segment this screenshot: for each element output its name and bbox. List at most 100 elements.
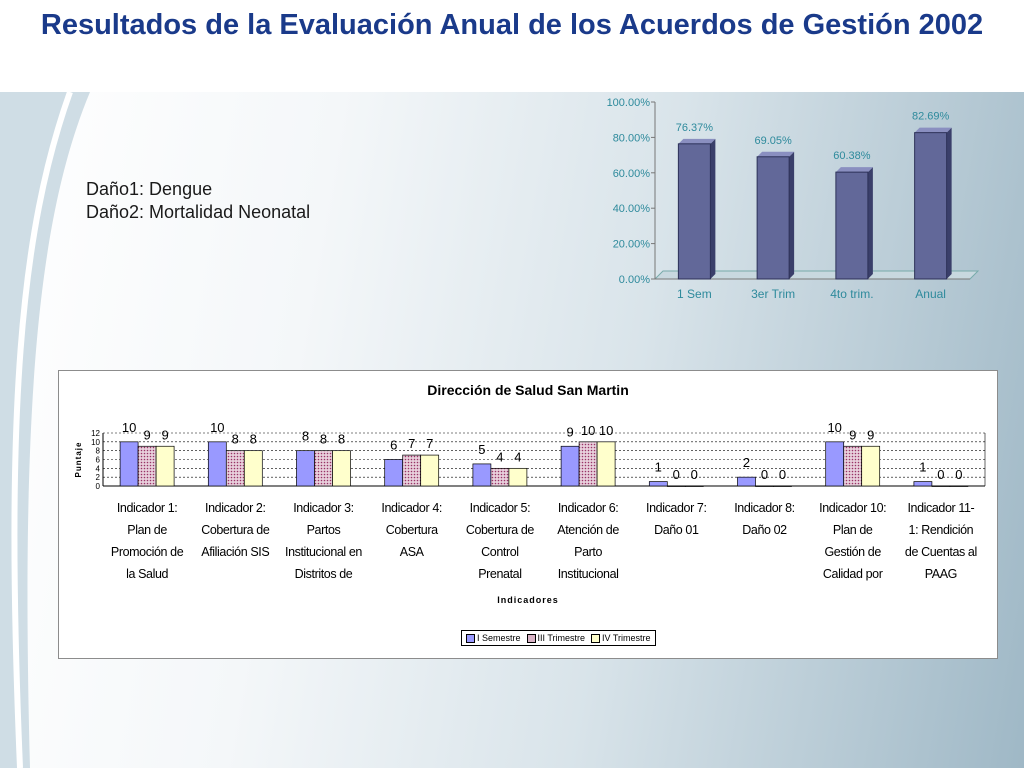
bar-2 xyxy=(843,445,863,487)
note-dengue: Daño1: Dengue xyxy=(86,179,213,199)
chart-title: Dirección de Salud San Martin xyxy=(427,382,629,398)
data-label: 10 xyxy=(122,420,136,435)
y-axis-title: Puntaje xyxy=(74,442,83,478)
bar-2 xyxy=(578,441,598,487)
summary-bar-chart: 0.00% 20.00% 40.00% 60.00% 80.00% 100.00% 76.3… xyxy=(607,97,980,301)
x-tick-label: 4to trim. xyxy=(830,287,873,301)
data-label: 76.37% xyxy=(676,122,714,134)
bar-side xyxy=(867,167,873,279)
x-tick-label: Partos xyxy=(307,523,341,537)
bar-1 xyxy=(648,481,668,487)
bar-side xyxy=(710,138,716,279)
x-tick-label: Afiliación SIS xyxy=(201,545,269,559)
x-tick-label: Plan de xyxy=(833,523,873,537)
data-label: 1 xyxy=(655,460,662,475)
legend-item-3: IV Trimestre xyxy=(591,633,651,643)
y-tick-label: 20.00% xyxy=(613,239,651,251)
x-tick-label: Indicador 6: xyxy=(558,501,619,515)
bar-1 xyxy=(737,476,756,487)
x-tick-label: 1 Sem xyxy=(677,287,712,301)
bar-3 xyxy=(420,454,440,487)
x-tick-label: Indicador 10: xyxy=(819,501,886,515)
y-tick-label: 10 xyxy=(91,438,100,447)
y-tick-label: 60.00% xyxy=(613,168,651,180)
x-tick-label: Indicador 5: xyxy=(470,501,531,515)
bar-side xyxy=(946,127,952,279)
bar-2 xyxy=(755,485,774,487)
data-label: 0 xyxy=(937,467,944,482)
x-tick-label: Indicador 3: xyxy=(293,501,354,515)
x-tick-label: Indicador 2: xyxy=(205,501,266,515)
x-tick-label: Cobertura de xyxy=(201,523,270,537)
bar-top xyxy=(757,151,795,157)
bar-1 xyxy=(119,441,139,487)
x-tick-label: 3er Trim xyxy=(751,287,795,301)
x-tick-label: 1: Rendición xyxy=(909,523,974,537)
bar-side xyxy=(789,151,795,279)
x-tick-label: ASA xyxy=(400,545,425,559)
y-tick-label: 40.00% xyxy=(613,203,651,215)
data-label: 0 xyxy=(673,467,680,482)
legend-swatch-2 xyxy=(526,633,536,643)
bar xyxy=(914,132,948,280)
x-tick-label: Promoción de xyxy=(111,545,184,559)
x-tick-label: Distritos de xyxy=(295,567,353,581)
data-label: 0 xyxy=(779,467,786,482)
x-tick-label: Calidad por xyxy=(823,567,883,581)
data-label: 7 xyxy=(426,436,433,451)
x-axis-title: Indicadores xyxy=(497,595,559,605)
data-label: 9 xyxy=(566,424,573,439)
y-tick-label: 4 xyxy=(96,464,101,473)
x-tick-label: Cobertura de xyxy=(466,523,535,537)
note-mortalidad: Daño2: Mortalidad Neonatal xyxy=(86,202,311,222)
y-tick-label: 0.00% xyxy=(619,274,650,286)
legend-label-1: I Semestre xyxy=(477,633,521,643)
bar-top xyxy=(914,127,952,133)
y-tick-label: 8 xyxy=(96,447,101,456)
bar-2 xyxy=(314,450,333,487)
data-label: 4 xyxy=(496,449,503,464)
x-tick-label: Gestión de xyxy=(824,545,881,559)
bar-2 xyxy=(225,450,245,487)
legend-label-3: IV Trimestre xyxy=(602,633,651,643)
data-label: 0 xyxy=(761,467,768,482)
indicator-chart-panel: Dirección de Salud San Martin Puntaje Indi… xyxy=(58,370,998,659)
x-tick-label: Indicador 4: xyxy=(381,501,442,515)
x-tick-label: Atención de xyxy=(557,523,619,537)
bar-3 xyxy=(773,485,792,487)
bar-3 xyxy=(508,467,528,487)
data-label: 69.05% xyxy=(754,135,792,147)
bar-2 xyxy=(402,454,422,487)
bar-1 xyxy=(472,463,492,487)
data-label: 0 xyxy=(691,467,698,482)
bar xyxy=(835,171,869,280)
notes: Daño1: Dengue Daño2: Mortalidad Neonatal xyxy=(86,178,310,224)
bar-1 xyxy=(296,450,315,487)
bar-1 xyxy=(384,459,404,487)
y-tick-label: 2 xyxy=(96,473,101,482)
bar-2 xyxy=(666,485,686,487)
data-label: 9 xyxy=(161,427,168,442)
data-label: 9 xyxy=(867,427,874,442)
data-label: 60.38% xyxy=(833,150,871,162)
bar-3 xyxy=(684,485,704,487)
y-tick-label: 12 xyxy=(91,429,100,438)
y-tick-label: 100.00% xyxy=(607,97,651,109)
data-label: 9 xyxy=(849,427,856,442)
bar-1 xyxy=(913,481,933,487)
x-tick-label: Prenatal xyxy=(478,567,521,581)
data-label: 10 xyxy=(581,423,595,438)
legend-item-1: I Semestre xyxy=(466,633,521,643)
data-label: 2 xyxy=(743,455,750,470)
data-label: 9 xyxy=(143,427,150,442)
x-tick-label: Indicador 1: xyxy=(117,501,178,515)
bar-2 xyxy=(931,485,951,487)
bar-top xyxy=(835,167,873,173)
legend-item-2: III Trimestre xyxy=(526,633,585,643)
data-label: 5 xyxy=(478,442,485,457)
data-label: 8 xyxy=(338,432,345,447)
bar-1 xyxy=(825,441,845,487)
y-tick-label: 6 xyxy=(96,456,101,465)
bar-3 xyxy=(243,450,263,487)
data-label: 8 xyxy=(232,432,239,447)
